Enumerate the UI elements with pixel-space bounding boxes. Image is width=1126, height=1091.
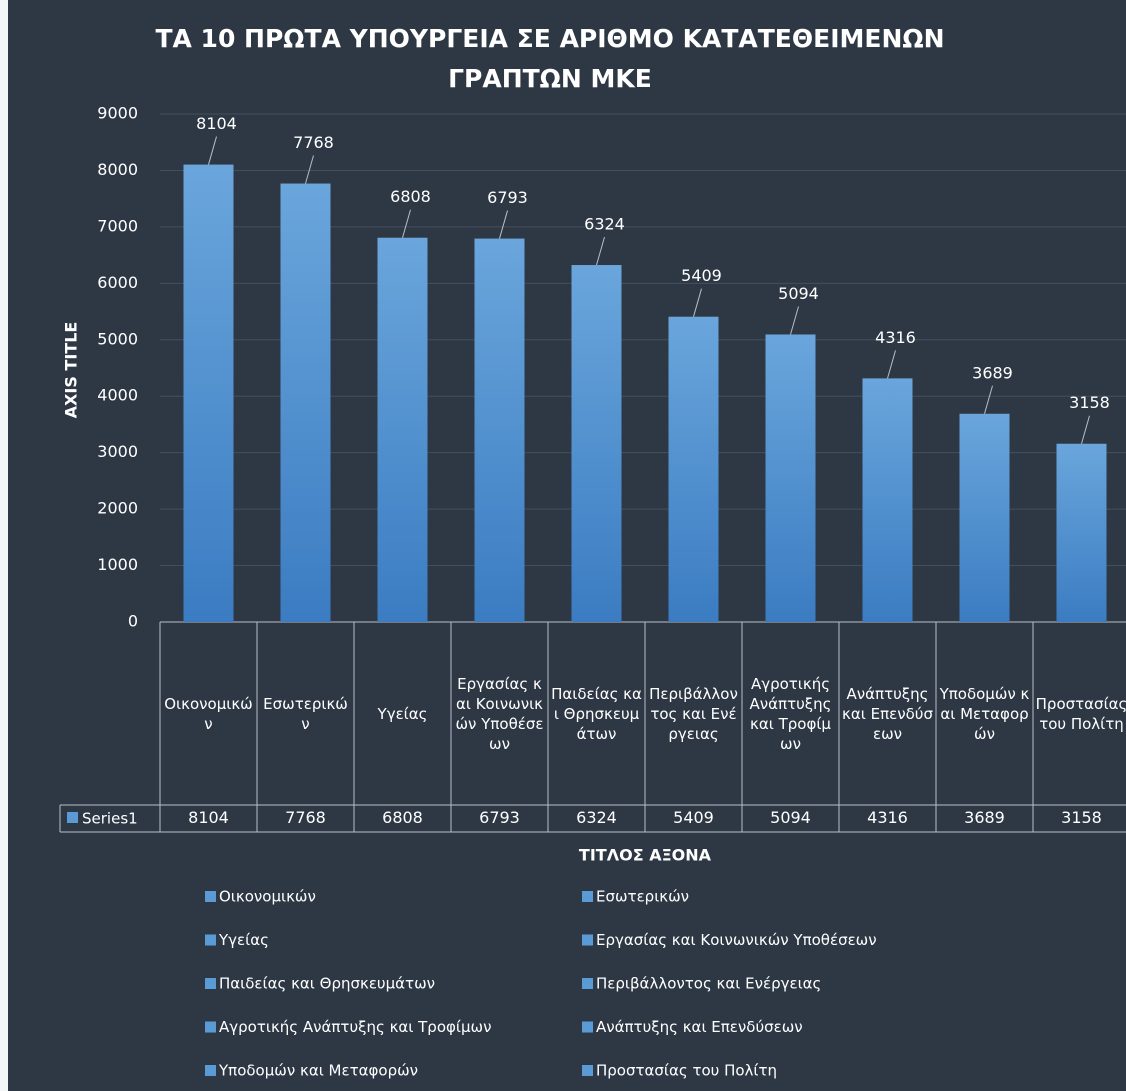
data-label: 8104 [196, 114, 237, 133]
x-tick-label: Εργασίας και Κοινωνικών Υποθέσεων [455, 674, 544, 753]
legend-swatch [582, 891, 593, 902]
y-tick-label: 0 [128, 612, 138, 631]
chart-title: ΤΑ 10 ΠΡΩΤΑ ΥΠΟΥΡΓΕΙΑ ΣΕ ΑΡΙΘΜΟ ΚΑΤΑΤΕΘΕ… [155, 24, 944, 53]
x-tick-label-box: Υγείας [377, 704, 428, 723]
x-tick-label: Υγείας [377, 704, 428, 723]
y-tick-label: 5000 [97, 329, 138, 348]
x-tick-label: Οικονομικών [164, 694, 253, 733]
data-label: 6808 [390, 187, 431, 206]
legend-swatch [582, 934, 593, 946]
series-name: Series1 [82, 810, 138, 828]
data-label: 4316 [875, 328, 916, 347]
legend-label: Οικονομικών [219, 888, 316, 906]
table-value: 5409 [673, 808, 714, 827]
bar [765, 334, 816, 622]
x-tick-label: Περιβάλλοντος και Ενέργειας [649, 684, 738, 743]
legend-label: Ανάπτυξης και Επενδύσεων [596, 1018, 803, 1036]
y-tick-label: 1000 [97, 555, 138, 574]
bar [183, 164, 234, 622]
y-tick-label: 7000 [97, 216, 138, 235]
table-value: 4316 [867, 808, 908, 827]
bar [377, 237, 428, 622]
legend-label: Παιδείας και Θρησκευμάτων [219, 975, 435, 993]
x-axis-title: ΤΙΤΛΟΣ ΑΞΟΝΑ [579, 846, 712, 865]
x-tick-label-box: Εσωτερικών [263, 694, 348, 733]
x-tick-label-box: Υποδομών και Μεταφορών [939, 684, 1030, 743]
legend-swatch [205, 934, 216, 946]
table-value: 6808 [382, 808, 423, 827]
legend-swatch [582, 1021, 593, 1033]
x-tick-label: Εσωτερικών [263, 694, 348, 733]
x-tick-label: Ανάπτυξης και Επενδύσεων [842, 684, 933, 743]
leader-line [499, 210, 508, 239]
leader-line [305, 155, 314, 184]
x-tick-label-box: Παιδείας και Θρησκευμάτων [551, 684, 642, 743]
data-label: 3158 [1069, 393, 1110, 412]
leader-line [596, 236, 605, 266]
x-tick-label-box: Αγροτικής Ανάπτυξης και Τροφίμων [749, 674, 832, 753]
bar [862, 378, 913, 622]
data-label: 3689 [972, 363, 1013, 382]
table-value: 8104 [188, 808, 229, 827]
y-tick-label: 4000 [97, 386, 138, 405]
leader-line [1081, 415, 1090, 444]
table-value: 3689 [964, 808, 1005, 827]
bar [571, 265, 622, 622]
bar [959, 413, 1010, 622]
legend-swatch [205, 1065, 216, 1076]
legend-label: Περιβάλλοντος και Ενέργειας [596, 975, 821, 993]
legend-swatch [205, 891, 216, 902]
legend-label: Υποδομών και Μεταφορών [218, 1062, 418, 1080]
table-value: 6324 [576, 808, 617, 827]
y-tick-label: 2000 [97, 499, 138, 518]
chart-title: ΓΡΑΠΤΩΝ ΜΚΕ [448, 64, 652, 93]
y-tick-label: 6000 [97, 273, 138, 292]
table-value: 5094 [770, 808, 811, 827]
legend-label: Υγείας [218, 931, 269, 949]
leader-line [887, 350, 896, 379]
x-tick-label-box: Ανάπτυξης και Επενδύσεων [842, 684, 933, 743]
legend-label: Εργασίας και Κοινωνικών Υποθέσεων [596, 931, 877, 949]
leader-line [402, 209, 411, 238]
bar [1056, 443, 1107, 622]
legend-swatch [67, 812, 78, 823]
y-tick-label: 3000 [97, 442, 138, 461]
legend-swatch [205, 1021, 216, 1033]
y-tick-label: 8000 [97, 160, 138, 179]
x-tick-label-box: Οικονομικών [164, 694, 253, 733]
table-value: 7768 [285, 808, 326, 827]
data-label: 7768 [293, 133, 334, 152]
x-tick-label-box: Προστασίας του Πολίτη [1035, 694, 1126, 733]
x-tick-label: Παιδείας και Θρησκευμάτων [551, 684, 642, 743]
bar [474, 238, 525, 623]
x-tick-label: Υποδομών και Μεταφορών [939, 684, 1030, 743]
leader-line [984, 385, 993, 414]
legend-swatch [582, 1065, 593, 1076]
data-label: 5094 [778, 284, 819, 303]
x-tick-label-box: Περιβάλλοντος και Ενέργειας [649, 684, 738, 743]
legend-label: Εσωτερικών [596, 888, 689, 906]
y-tick-label: 9000 [97, 104, 138, 123]
x-tick-label: Προστασίας του Πολίτη [1035, 694, 1126, 733]
table-value: 3158 [1061, 808, 1102, 827]
y-axis-title: AXIS TITLE [62, 322, 81, 419]
chart-background [8, 0, 1126, 1091]
x-tick-label-box: Εργασίας και Κοινωνικών Υποθέσεων [455, 674, 544, 753]
leader-line [790, 306, 799, 335]
x-tick-label: Αγροτικής Ανάπτυξης και Τροφίμων [749, 674, 832, 753]
data-label: 5409 [681, 266, 722, 285]
bar [668, 316, 719, 622]
legend-swatch [205, 978, 216, 989]
leader-line [693, 288, 702, 317]
bar [280, 183, 331, 622]
data-label: 6793 [487, 188, 528, 207]
table-value: 6793 [479, 808, 520, 827]
legend-swatch [582, 978, 593, 989]
legend-label: Προστασίας του Πολίτη [596, 1062, 777, 1080]
leader-line [208, 136, 217, 165]
legend-label: Αγροτικής Ανάπτυξης και Τροφίμων [219, 1018, 491, 1036]
data-label: 6324 [584, 215, 625, 234]
